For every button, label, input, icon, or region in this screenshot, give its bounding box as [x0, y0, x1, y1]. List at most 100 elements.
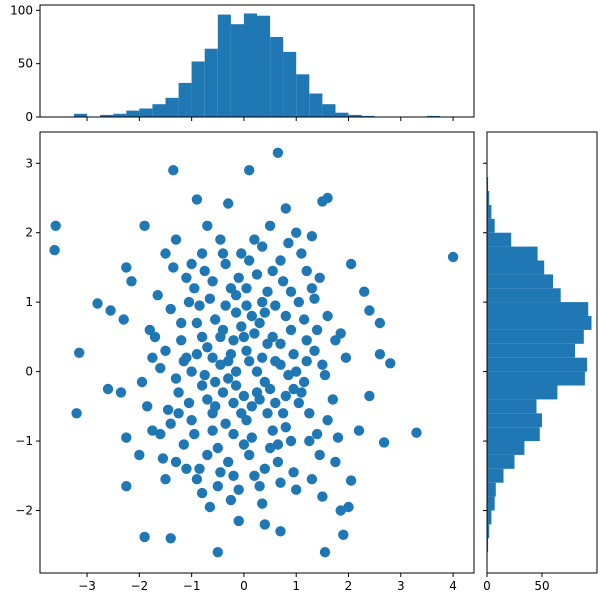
scatter-point — [152, 290, 163, 301]
scatter-point — [280, 203, 291, 214]
scatter-point — [332, 432, 344, 443]
scatter-point — [217, 324, 229, 336]
scatter-y-tick-label: 2 — [25, 226, 33, 240]
scatter-point — [199, 265, 210, 277]
scatter-point — [160, 474, 171, 485]
scatter-point — [121, 481, 132, 492]
scatter-point — [155, 428, 166, 440]
scatter-point — [136, 376, 148, 388]
right-hist-bar — [487, 191, 490, 205]
top-hist-y-tick-label: 100 — [10, 3, 33, 17]
scatter-point — [238, 331, 250, 343]
top-hist-bar — [257, 15, 271, 118]
scatter-point — [191, 349, 203, 360]
scatter-point — [280, 422, 291, 433]
scatter-point — [272, 456, 284, 468]
scatter-x-tick-label: 2 — [345, 579, 353, 593]
scatter-point — [267, 425, 278, 436]
scatter-point — [264, 383, 276, 395]
scatter-point — [139, 220, 150, 231]
scatter-point — [92, 298, 103, 309]
scatter-point — [254, 317, 265, 329]
scatter-point — [202, 342, 213, 353]
scatter-point — [196, 380, 208, 391]
scatter-point — [314, 272, 325, 283]
scatter-point — [181, 272, 192, 283]
right-hist-bar — [487, 524, 490, 539]
scatter-point — [50, 220, 61, 231]
right-hist-bar — [487, 510, 492, 525]
scatter-point — [288, 383, 299, 395]
right-hist-bar — [487, 413, 542, 428]
scatter-point — [121, 432, 132, 443]
scatter-point — [181, 463, 192, 474]
scatter-point — [165, 303, 176, 315]
scatter-point — [102, 383, 114, 395]
scatter-point — [272, 147, 284, 158]
scatter-point — [189, 283, 200, 294]
scatter-point — [309, 293, 320, 304]
scatter-point — [257, 498, 268, 509]
scatter-point — [212, 442, 223, 454]
scatter-point — [160, 345, 171, 356]
scatter-point — [165, 533, 176, 544]
scatter-point — [293, 397, 304, 409]
right-hist-bar — [487, 454, 515, 469]
scatter-point — [215, 234, 226, 245]
scatter-point — [249, 234, 260, 245]
scatter-point — [149, 331, 161, 343]
scatter-point — [186, 415, 197, 426]
scatter-point — [207, 276, 218, 287]
right-hist-bar — [487, 246, 538, 261]
scatter-point — [251, 387, 263, 398]
scatter-point — [270, 300, 281, 311]
scatter-point — [233, 484, 244, 495]
scatter-point — [176, 317, 187, 329]
scatter-point — [230, 366, 242, 377]
scatter-point — [285, 324, 297, 336]
scatter-point — [309, 345, 320, 356]
scatter-point — [121, 262, 132, 273]
scatter-point — [298, 314, 310, 325]
scatter-point — [191, 194, 203, 205]
right-hist-bar — [487, 260, 545, 275]
scatter-point — [162, 404, 174, 415]
scatter-point — [306, 283, 318, 294]
scatter-y-tick-label: 3 — [25, 156, 33, 170]
scatter-x-tick-label: −2 — [130, 579, 148, 593]
scatter-point — [288, 467, 299, 478]
scatter-point — [378, 437, 390, 448]
scatter-point — [230, 307, 242, 318]
scatter-point — [228, 470, 239, 481]
scatter-x-tick-label: 0 — [240, 579, 248, 593]
scatter-point — [194, 463, 205, 474]
scatter-point — [105, 305, 116, 316]
scatter-point — [374, 349, 386, 360]
scatter-point — [160, 248, 171, 259]
scatter-point — [139, 531, 150, 543]
scatter-point — [170, 456, 182, 468]
right-hist-bar — [487, 204, 492, 219]
scatter-point — [317, 359, 328, 370]
top-hist-bar — [426, 115, 440, 117]
right-hist-bar — [487, 468, 504, 483]
scatter-point — [259, 463, 270, 474]
scatter-point — [202, 220, 213, 231]
scatter-point — [277, 408, 289, 419]
scatter-point — [304, 435, 315, 447]
scatter-point — [236, 248, 247, 259]
scatter-point — [257, 296, 268, 308]
top-hist-bar — [139, 108, 153, 117]
scatter-point — [259, 519, 270, 530]
right-hist-bar — [487, 177, 489, 191]
scatter-point — [178, 356, 189, 367]
scatter-point — [183, 296, 195, 308]
scatter-point — [327, 394, 338, 405]
scatter-point — [168, 165, 179, 176]
right-hist-bar — [487, 385, 558, 400]
scatter-point — [364, 390, 375, 402]
scatter-point — [304, 408, 315, 419]
scatter-point — [207, 425, 218, 436]
right-histogram: 0 50 — [483, 131, 598, 593]
